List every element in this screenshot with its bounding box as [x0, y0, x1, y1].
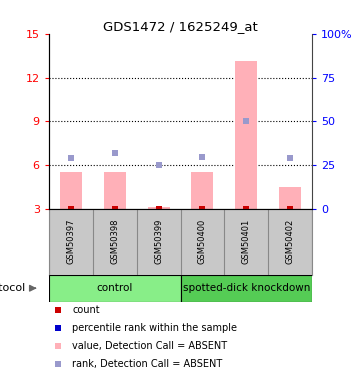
- Text: value, Detection Call = ABSENT: value, Detection Call = ABSENT: [73, 341, 227, 351]
- Bar: [148, 207, 170, 209]
- Bar: [104, 172, 126, 209]
- Text: GSM50399: GSM50399: [154, 219, 163, 264]
- Text: GSM50401: GSM50401: [242, 219, 251, 264]
- Text: protocol: protocol: [0, 283, 25, 293]
- Text: percentile rank within the sample: percentile rank within the sample: [73, 323, 238, 333]
- Text: count: count: [73, 305, 100, 315]
- Text: spotted-dick knockdown: spotted-dick knockdown: [183, 283, 310, 293]
- Bar: [279, 187, 301, 209]
- Bar: [180, 274, 312, 302]
- Bar: [60, 172, 82, 209]
- Bar: [49, 274, 180, 302]
- Title: GDS1472 / 1625249_at: GDS1472 / 1625249_at: [103, 20, 258, 33]
- Text: GSM50397: GSM50397: [66, 219, 75, 264]
- Text: control: control: [96, 283, 133, 293]
- Text: rank, Detection Call = ABSENT: rank, Detection Call = ABSENT: [73, 359, 223, 369]
- Bar: [235, 62, 257, 209]
- Text: GSM50402: GSM50402: [286, 219, 295, 264]
- Bar: [191, 172, 213, 209]
- Text: GSM50398: GSM50398: [110, 219, 119, 264]
- Text: GSM50400: GSM50400: [198, 219, 207, 264]
